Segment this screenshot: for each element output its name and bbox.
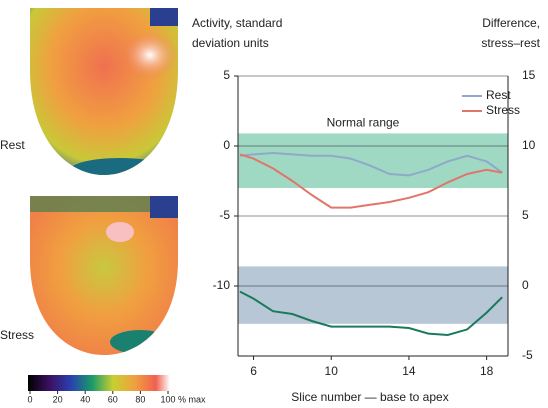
figure: Normal range151050-550-5-106101418RestSt… <box>0 0 548 408</box>
y-tick-label: -5 <box>219 208 230 222</box>
x-tick-label: 18 <box>480 364 494 378</box>
y-tick-label: -10 <box>213 278 231 292</box>
normal-band <box>238 266 508 323</box>
colorbar-tick-label: 20 <box>53 394 63 404</box>
x-tick-label: 14 <box>402 364 416 378</box>
band-label: Normal range <box>327 116 400 130</box>
colorbar <box>28 375 170 391</box>
x-tick-label: 10 <box>325 364 339 378</box>
panel-label: Rest <box>0 138 25 152</box>
stress-heatmap <box>28 194 180 358</box>
x-axis-title: Slice number — base to apex <box>291 390 448 404</box>
y2-axis-title: Difference, <box>482 16 540 30</box>
colorbar-unit: % max <box>178 394 206 404</box>
y2-tick-label: 5 <box>522 208 529 222</box>
y2-axis-title: stress–rest <box>481 36 540 50</box>
colorbar-tick-label: 40 <box>80 394 90 404</box>
y2-tick-label: -5 <box>522 348 533 362</box>
y-axis-title: Activity, standard <box>192 16 282 30</box>
y2-tick-label: 15 <box>522 68 536 82</box>
colorbar-tick-label: 0 <box>27 394 32 404</box>
legend-label: Rest <box>486 88 511 102</box>
rest-heatmap <box>28 6 180 182</box>
colorbar-tick-label: 80 <box>135 394 145 404</box>
legend-label: Stress <box>486 103 520 117</box>
y-axis-title: deviation units <box>192 36 269 50</box>
y2-tick-label: 10 <box>522 138 536 152</box>
y-tick-label: 5 <box>223 68 230 82</box>
x-tick-label: 6 <box>250 364 257 378</box>
panel-label: Stress <box>0 328 34 342</box>
y2-tick-label: 0 <box>522 278 529 292</box>
normal-band <box>238 133 508 188</box>
y-tick-label: 0 <box>223 138 230 152</box>
colorbar-tick-label: 100 <box>160 394 175 404</box>
colorbar-tick-label: 60 <box>108 394 118 404</box>
